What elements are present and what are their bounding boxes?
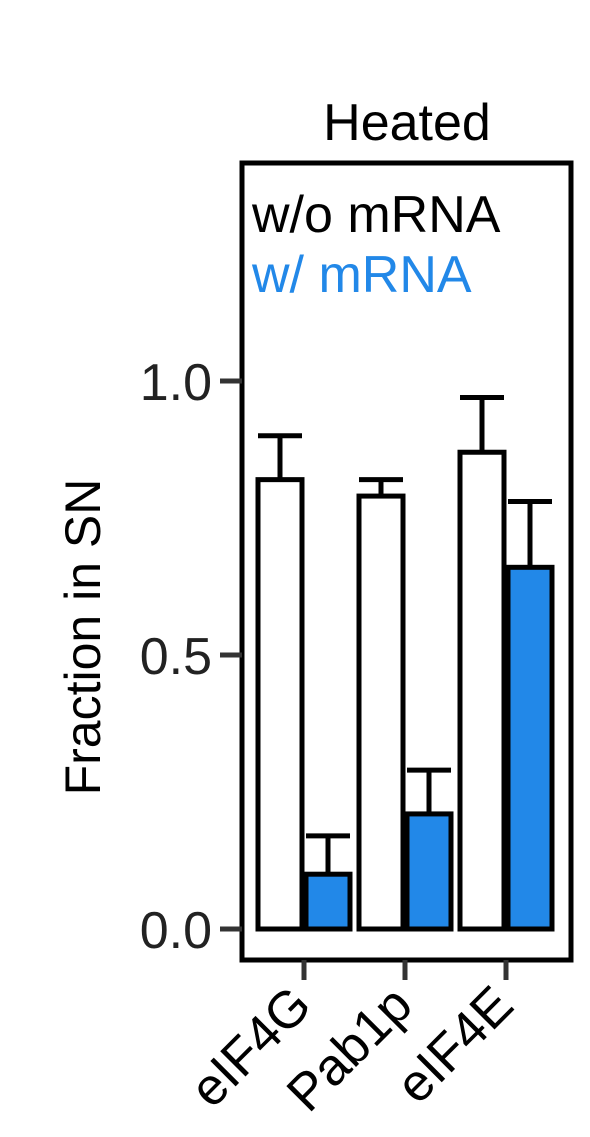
- chart-title: Heated: [323, 94, 491, 152]
- bar: [356, 493, 406, 932]
- bars: [255, 394, 555, 932]
- legend-entry: w/o mRNA: [251, 186, 501, 244]
- y-tick-label: 0.0: [140, 902, 212, 960]
- y-tick-label: 1.0: [140, 354, 212, 412]
- y-tick-label: 0.5: [140, 628, 212, 686]
- x-tick-label: eIF4E: [385, 975, 524, 1114]
- y-axis: 0.0 0.5 1.0: [140, 354, 242, 960]
- bar: [404, 811, 454, 932]
- bar: [457, 449, 507, 932]
- bar: [303, 871, 353, 932]
- bar: [255, 477, 305, 932]
- bar: [505, 564, 555, 932]
- y-axis-label: Fraction in SN: [55, 479, 111, 796]
- legend-entry: w/ mRNA: [251, 246, 472, 304]
